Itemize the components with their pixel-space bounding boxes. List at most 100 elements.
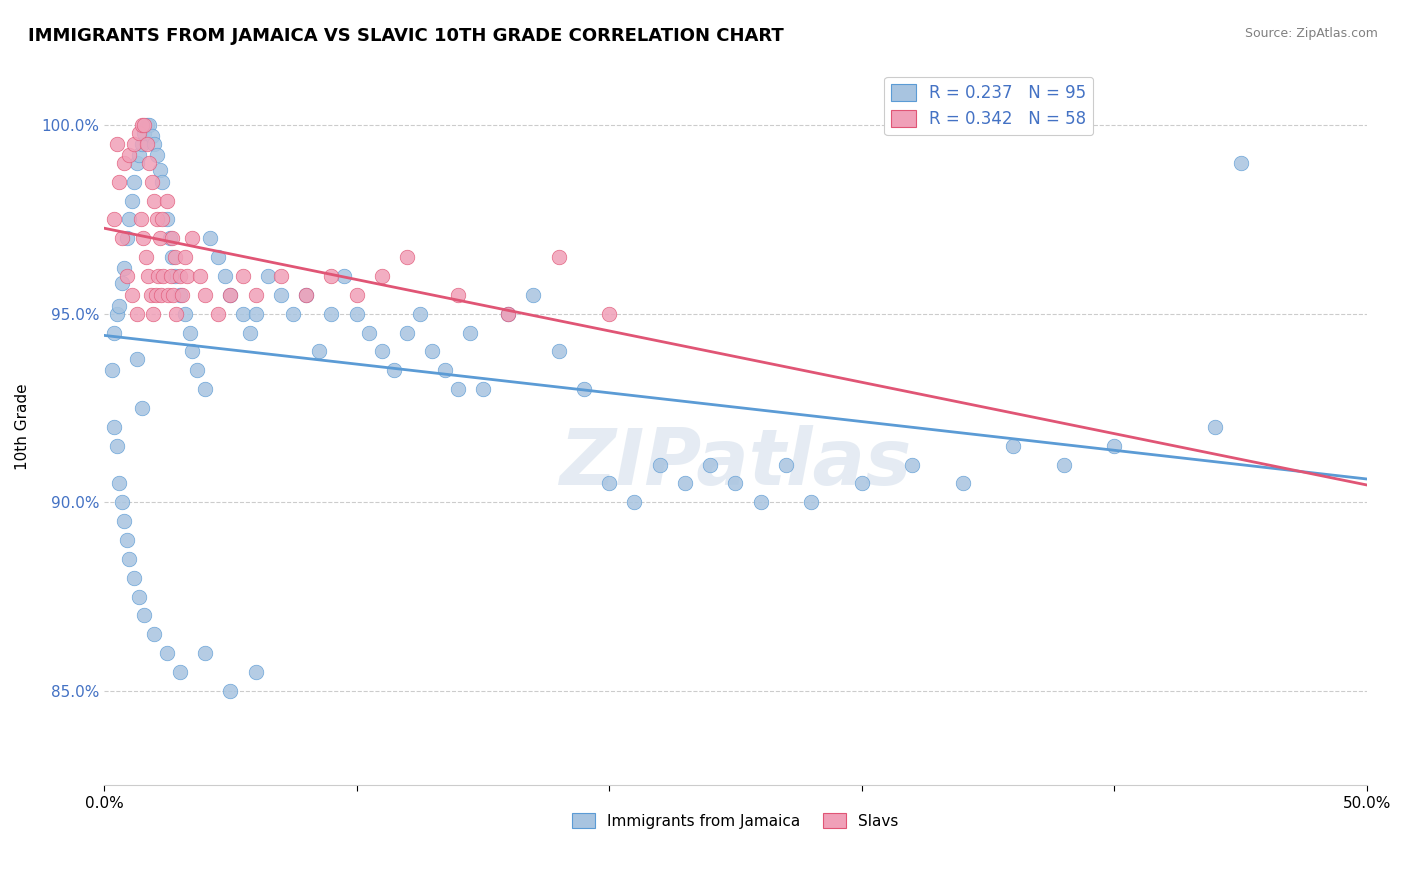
- Point: [118, 551, 141, 566]
- Point: [186, 363, 208, 377]
- Point: [724, 476, 747, 491]
- Legend: Immigrants from Jamaica, Slavs: Immigrants from Jamaica, Slavs: [565, 806, 905, 835]
- Point: [173, 250, 195, 264]
- Point: [346, 307, 368, 321]
- Point: [162, 287, 184, 301]
- Point: [135, 136, 157, 151]
- Point: [124, 136, 146, 151]
- Point: [131, 136, 153, 151]
- Point: [128, 148, 150, 162]
- Point: [115, 268, 138, 283]
- Point: [148, 268, 170, 283]
- Point: [181, 231, 204, 245]
- Point: [146, 148, 169, 162]
- Point: [105, 136, 128, 151]
- Point: [108, 175, 131, 189]
- Point: [219, 287, 242, 301]
- Point: [346, 287, 368, 301]
- Point: [169, 268, 191, 283]
- Point: [775, 458, 797, 472]
- Point: [496, 307, 519, 321]
- Point: [143, 136, 166, 151]
- Point: [159, 231, 181, 245]
- Point: [160, 268, 183, 283]
- Point: [359, 326, 381, 340]
- Point: [132, 231, 155, 245]
- Point: [194, 382, 217, 396]
- Point: [283, 307, 305, 321]
- Point: [156, 646, 179, 660]
- Point: [136, 268, 159, 283]
- Point: [163, 250, 186, 264]
- Point: [134, 126, 156, 140]
- Point: [239, 326, 262, 340]
- Point: [105, 307, 128, 321]
- Point: [152, 268, 174, 283]
- Point: [952, 476, 974, 491]
- Point: [103, 419, 125, 434]
- Point: [1002, 439, 1025, 453]
- Point: [295, 287, 318, 301]
- Point: [134, 608, 156, 623]
- Point: [131, 118, 153, 132]
- Point: [851, 476, 873, 491]
- Point: [124, 175, 146, 189]
- Point: [157, 287, 180, 301]
- Point: [112, 514, 135, 528]
- Point: [115, 231, 138, 245]
- Point: [522, 287, 544, 301]
- Point: [198, 231, 221, 245]
- Point: [295, 287, 318, 301]
- Point: [145, 287, 167, 301]
- Point: [156, 194, 179, 208]
- Point: [169, 665, 191, 679]
- Text: Source: ZipAtlas.com: Source: ZipAtlas.com: [1244, 27, 1378, 40]
- Point: [207, 250, 229, 264]
- Point: [138, 156, 160, 170]
- Point: [165, 307, 187, 321]
- Point: [128, 590, 150, 604]
- Point: [408, 307, 430, 321]
- Point: [598, 476, 620, 491]
- Point: [1204, 419, 1226, 434]
- Point: [1102, 439, 1125, 453]
- Point: [257, 268, 280, 283]
- Point: [129, 212, 152, 227]
- Point: [598, 307, 620, 321]
- Point: [1229, 156, 1251, 170]
- Point: [112, 156, 135, 170]
- Point: [214, 268, 236, 283]
- Point: [219, 287, 242, 301]
- Point: [176, 268, 198, 283]
- Point: [148, 163, 170, 178]
- Point: [496, 307, 519, 321]
- Point: [173, 307, 195, 321]
- Point: [163, 268, 186, 283]
- Point: [138, 118, 160, 132]
- Point: [111, 277, 134, 291]
- Point: [115, 533, 138, 547]
- Point: [446, 287, 468, 301]
- Point: [371, 268, 394, 283]
- Point: [623, 495, 645, 509]
- Point: [160, 231, 183, 245]
- Point: [150, 212, 173, 227]
- Point: [333, 268, 356, 283]
- Point: [547, 344, 569, 359]
- Point: [232, 307, 254, 321]
- Point: [471, 382, 494, 396]
- Point: [396, 250, 419, 264]
- Point: [103, 212, 125, 227]
- Point: [143, 194, 166, 208]
- Point: [458, 326, 481, 340]
- Point: [194, 287, 217, 301]
- Point: [134, 118, 156, 132]
- Point: [232, 268, 254, 283]
- Point: [108, 476, 131, 491]
- Point: [111, 495, 134, 509]
- Point: [141, 129, 163, 144]
- Text: IMMIGRANTS FROM JAMAICA VS SLAVIC 10TH GRADE CORRELATION CHART: IMMIGRANTS FROM JAMAICA VS SLAVIC 10TH G…: [28, 27, 785, 45]
- Point: [270, 268, 292, 283]
- Point: [308, 344, 330, 359]
- Point: [188, 268, 211, 283]
